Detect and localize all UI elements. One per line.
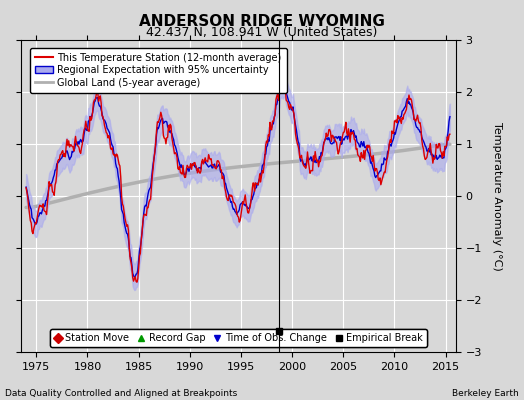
Text: Data Quality Controlled and Aligned at Breakpoints: Data Quality Controlled and Aligned at B… — [5, 389, 237, 398]
Legend: Station Move, Record Gap, Time of Obs. Change, Empirical Break: Station Move, Record Gap, Time of Obs. C… — [50, 329, 427, 347]
Text: ANDERSON RIDGE WYOMING: ANDERSON RIDGE WYOMING — [139, 14, 385, 29]
Y-axis label: Temperature Anomaly (°C): Temperature Anomaly (°C) — [492, 122, 501, 270]
Text: Berkeley Earth: Berkeley Earth — [452, 389, 519, 398]
Text: 42.437 N, 108.941 W (United States): 42.437 N, 108.941 W (United States) — [146, 26, 378, 39]
